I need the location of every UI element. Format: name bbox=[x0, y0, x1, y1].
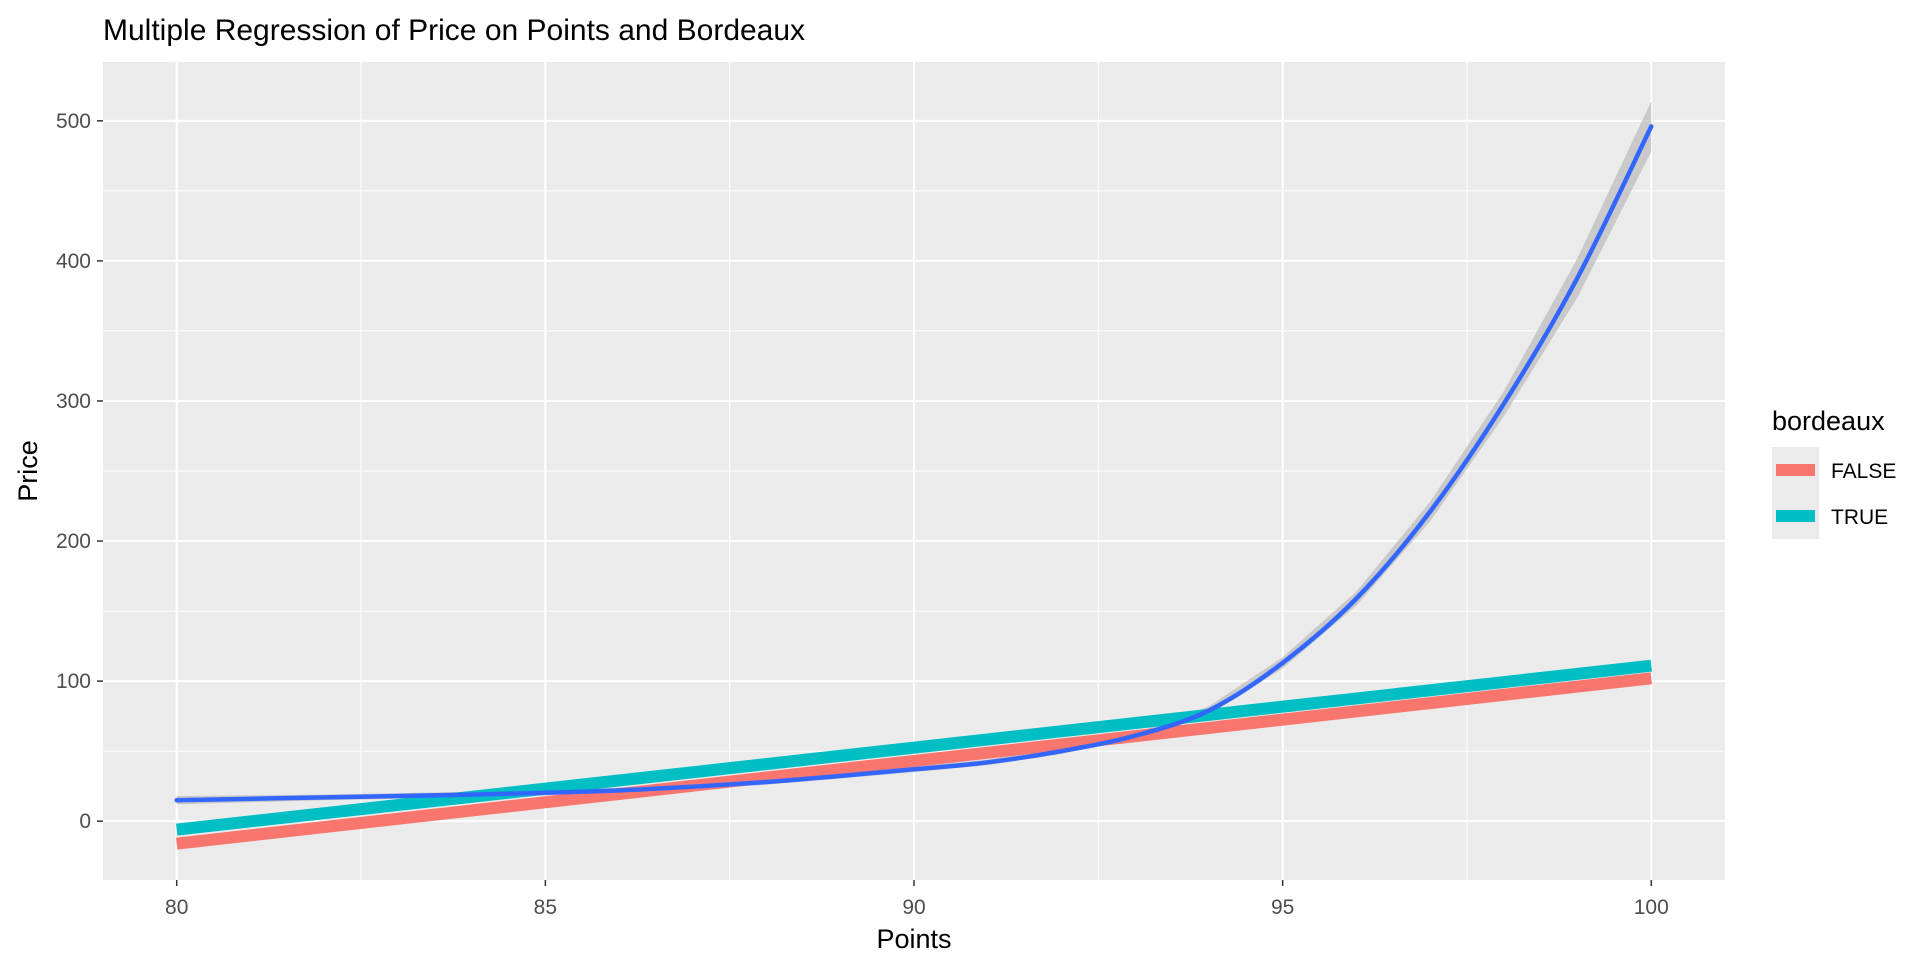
x-tick-label: 90 bbox=[902, 896, 925, 919]
series-layer bbox=[176, 659, 1652, 850]
x-tick-label: 100 bbox=[1634, 896, 1669, 919]
chart-title: Multiple Regression of Price on Points a… bbox=[103, 14, 805, 47]
legend: bordeaux FALSE TRUE bbox=[1772, 406, 1896, 539]
x-tick-label: 95 bbox=[1271, 896, 1294, 919]
y-tick-label: 500 bbox=[56, 110, 91, 133]
legend-label-true: TRUE bbox=[1831, 506, 1888, 529]
legend-title: bordeaux bbox=[1772, 406, 1885, 436]
grid-major bbox=[103, 62, 1725, 880]
x-tick-label: 80 bbox=[165, 896, 188, 919]
legend-label-false: FALSE bbox=[1831, 460, 1896, 483]
x-axis-label: Points bbox=[876, 924, 951, 954]
y-tick-label: 200 bbox=[56, 530, 91, 553]
y-axis-label: Price bbox=[13, 440, 43, 502]
series-line-true bbox=[176, 659, 1652, 836]
x-axis-ticks: 80 85 90 95 100 bbox=[165, 880, 1669, 919]
legend-entries: FALSE TRUE bbox=[1776, 460, 1896, 529]
y-axis-ticks: 0 100 200 300 400 500 bbox=[56, 110, 103, 833]
y-tick-label: 0 bbox=[79, 810, 91, 833]
smooth-curve bbox=[174, 124, 1654, 803]
y-tick-label: 100 bbox=[56, 670, 91, 693]
y-tick-label: 300 bbox=[56, 390, 91, 413]
legend-key-background bbox=[1772, 447, 1819, 539]
x-tick-label: 85 bbox=[534, 896, 557, 919]
smooth-layer bbox=[174, 124, 1654, 803]
y-tick-label: 400 bbox=[56, 250, 91, 273]
series-line-false bbox=[176, 672, 1652, 850]
